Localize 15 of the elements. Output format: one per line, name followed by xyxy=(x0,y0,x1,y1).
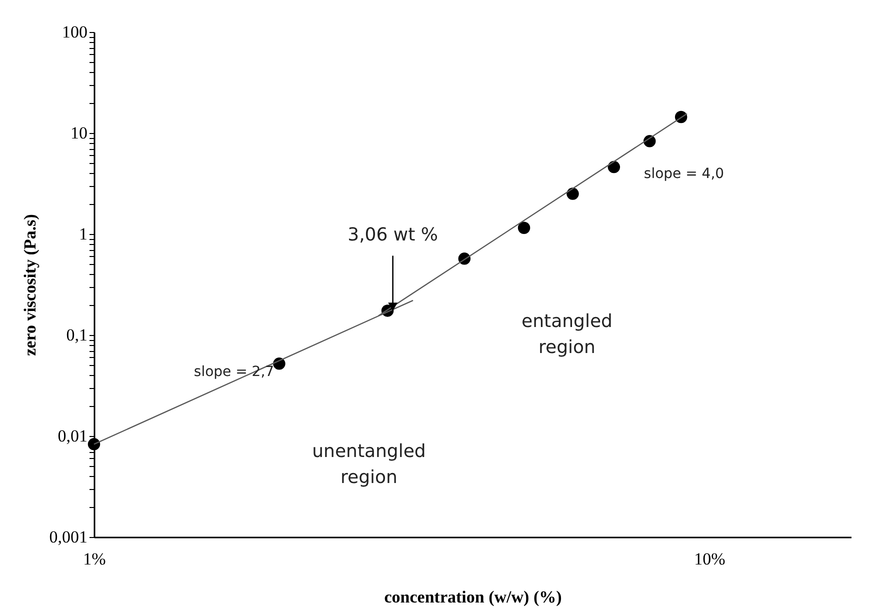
annotation: slope = 2,7 xyxy=(194,364,274,380)
annotation: entangled region xyxy=(522,311,612,358)
y-tick-label: 1 xyxy=(79,224,88,244)
annotation: slope = 4,0 xyxy=(644,166,724,182)
annotation: unentangled region xyxy=(312,441,426,488)
y-tick-label: 0,1 xyxy=(66,326,88,344)
annotation: 3,06 wt % xyxy=(348,224,438,246)
y-tick-label: 0,001 xyxy=(49,528,88,546)
y-tick-label: 100 xyxy=(62,22,88,42)
y-tick-label: 10 xyxy=(70,124,88,142)
x-tick-label: 10% xyxy=(694,550,726,568)
y-tick-label: 0,01 xyxy=(58,426,88,446)
x-tick-label: 1% xyxy=(83,550,106,568)
x-axis-title: concentration (w/w) (%) xyxy=(384,588,562,606)
y-axis-title: zero viscosity (Pa.s) xyxy=(20,214,40,356)
